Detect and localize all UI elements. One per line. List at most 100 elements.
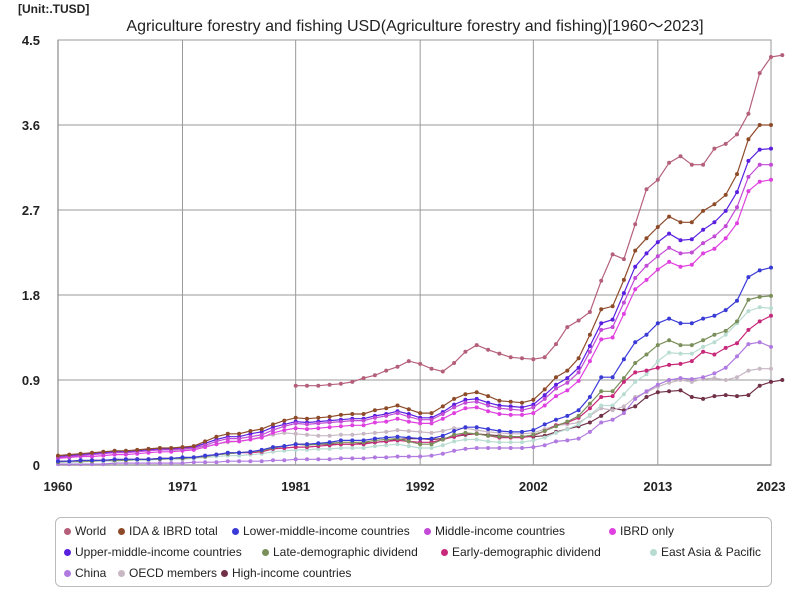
- data-point: [542, 355, 547, 360]
- data-point: [338, 412, 343, 417]
- data-point: [508, 404, 513, 409]
- data-point: [452, 361, 457, 365]
- data-point: [372, 455, 377, 460]
- data-point: [338, 381, 343, 386]
- data-point: [689, 343, 694, 348]
- legend-item: World: [64, 524, 106, 538]
- data-point: [271, 445, 275, 450]
- x-tick-label: 1971: [168, 479, 197, 494]
- data-point: [282, 444, 287, 449]
- data-point: [237, 450, 242, 455]
- y-tick-label: 2.7: [22, 203, 40, 218]
- data-point: [440, 451, 445, 456]
- data-point: [350, 418, 355, 423]
- legend-marker-icon: [64, 548, 71, 556]
- legend-marker-icon: [441, 548, 448, 556]
- data-point: [610, 389, 615, 394]
- data-point: [655, 254, 660, 259]
- data-point: [735, 172, 739, 177]
- data-point: [508, 399, 513, 404]
- data-point: [531, 402, 536, 407]
- x-tick-label: 2013: [643, 479, 672, 494]
- data-point: [316, 441, 321, 446]
- data-point: [531, 357, 536, 362]
- data-point: [554, 342, 558, 347]
- data-point: [282, 448, 287, 453]
- data-point: [633, 404, 638, 409]
- data-point: [429, 446, 434, 450]
- data-point: [361, 412, 366, 416]
- data-point: [293, 447, 298, 452]
- data-point: [621, 404, 626, 409]
- data-point: [678, 351, 683, 356]
- data-point: [452, 426, 457, 431]
- data-point: [418, 454, 423, 459]
- data-point: [587, 420, 592, 425]
- data-point: [395, 428, 400, 433]
- legend-label: IDA & IBRD total: [129, 524, 218, 538]
- data-point: [406, 454, 411, 459]
- data-point: [101, 462, 106, 467]
- data-point: [327, 420, 332, 425]
- data-point: [689, 359, 694, 364]
- data-point: [497, 412, 502, 416]
- data-point: [769, 313, 773, 318]
- data-point: [757, 71, 762, 76]
- data-point: [497, 406, 502, 411]
- data-point: [259, 447, 264, 452]
- data-point: [316, 446, 321, 451]
- data-point: [655, 382, 660, 387]
- data-point: [667, 350, 672, 355]
- legend-label: Lower-middle-income countries: [243, 524, 410, 538]
- data-point: [757, 147, 762, 152]
- data-point: [395, 454, 400, 459]
- legend-marker-icon: [262, 548, 269, 556]
- x-tick-label: 2002: [519, 479, 548, 494]
- data-point: [271, 422, 275, 427]
- data-point: [418, 417, 423, 422]
- series-lines: [56, 53, 785, 467]
- data-point: [542, 429, 547, 433]
- data-point: [712, 352, 717, 357]
- data-point: [599, 395, 604, 399]
- data-point: [486, 446, 491, 450]
- data-point: [678, 376, 683, 381]
- data-point: [554, 424, 558, 429]
- data-point: [203, 453, 208, 458]
- data-point: [474, 446, 479, 450]
- legend-marker-icon: [424, 527, 431, 535]
- data-point: [463, 400, 468, 405]
- data-point: [701, 162, 706, 167]
- data-point: [667, 378, 672, 382]
- data-point: [486, 347, 491, 352]
- data-point: [576, 318, 581, 323]
- data-point: [689, 377, 694, 382]
- grid-lines: [57, 39, 772, 466]
- data-point: [474, 428, 479, 433]
- data-point: [384, 455, 389, 460]
- data-point: [757, 319, 762, 324]
- data-point: [406, 359, 411, 364]
- legend-label: Late-demographic dividend: [273, 545, 418, 559]
- data-point: [667, 231, 672, 236]
- data-point: [667, 316, 672, 321]
- data-point: [610, 335, 615, 340]
- data-point: [191, 444, 196, 449]
- data-point: [406, 414, 411, 419]
- data-point: [554, 417, 558, 422]
- data-point: [112, 448, 117, 453]
- data-point: [769, 306, 773, 311]
- data-point: [169, 456, 174, 461]
- data-point: [757, 162, 762, 167]
- data-point: [655, 321, 660, 326]
- legend-marker-icon: [232, 527, 239, 535]
- data-point: [678, 343, 683, 348]
- data-point: [689, 395, 694, 399]
- data-point: [406, 439, 411, 444]
- data-point: [452, 405, 457, 410]
- data-point: [135, 447, 140, 452]
- data-point: [440, 433, 445, 438]
- data-point: [327, 433, 332, 438]
- x-tick-label: 1960: [44, 479, 73, 494]
